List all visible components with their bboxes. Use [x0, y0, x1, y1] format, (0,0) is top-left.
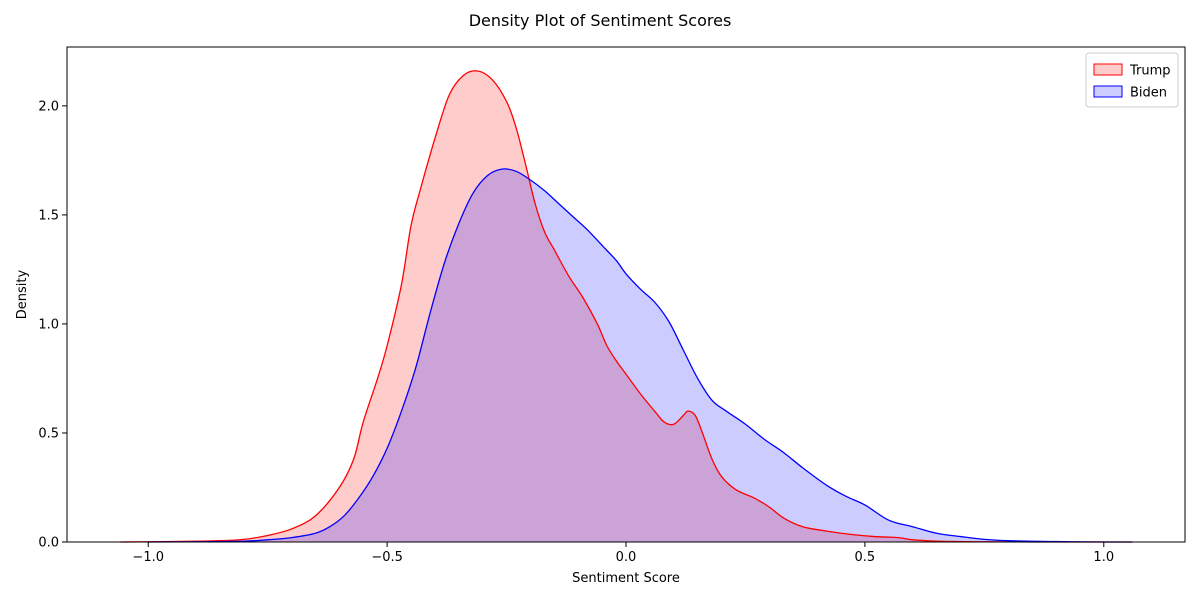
series-line-trump	[119, 70, 1133, 543]
x-tick-label: 1.0	[1093, 550, 1114, 565]
y-axis-ticks: 0.0 0.5 1.0 1.5 2.0	[38, 99, 67, 551]
y-tick-label: 0.5	[38, 426, 59, 441]
series-area-biden	[148, 168, 1133, 542]
y-axis-label: Density	[15, 269, 30, 319]
y-tick-label: 0.0	[38, 536, 59, 551]
legend-box	[1085, 52, 1179, 108]
plot-fills	[119, 70, 1133, 543]
x-tick-label: −0.5	[371, 550, 403, 565]
x-tick-label: −1.0	[132, 550, 164, 565]
y-tick-label: 2.0	[38, 99, 59, 114]
legend-swatch-biden	[1093, 85, 1123, 98]
x-tick-label: 0.0	[616, 550, 637, 565]
x-axis-label: Sentiment Score	[572, 571, 680, 586]
legend-swatch-trump	[1093, 63, 1123, 76]
legend: Trump Biden	[1085, 52, 1179, 108]
chart-title: Density Plot of Sentiment Scores	[469, 11, 732, 30]
legend-label-biden: Biden	[1130, 86, 1167, 101]
y-tick-label: 1.0	[38, 317, 59, 332]
series-line-biden	[148, 168, 1133, 543]
y-tick-label: 1.5	[38, 208, 59, 223]
legend-label-trump: Trump	[1129, 64, 1171, 79]
x-tick-label: 0.5	[855, 550, 876, 565]
x-axis-ticks: −1.0 −0.5 0.0 0.5 1.0	[132, 542, 1114, 565]
plot-lines	[119, 70, 1133, 543]
series-area-trump	[119, 70, 1133, 543]
